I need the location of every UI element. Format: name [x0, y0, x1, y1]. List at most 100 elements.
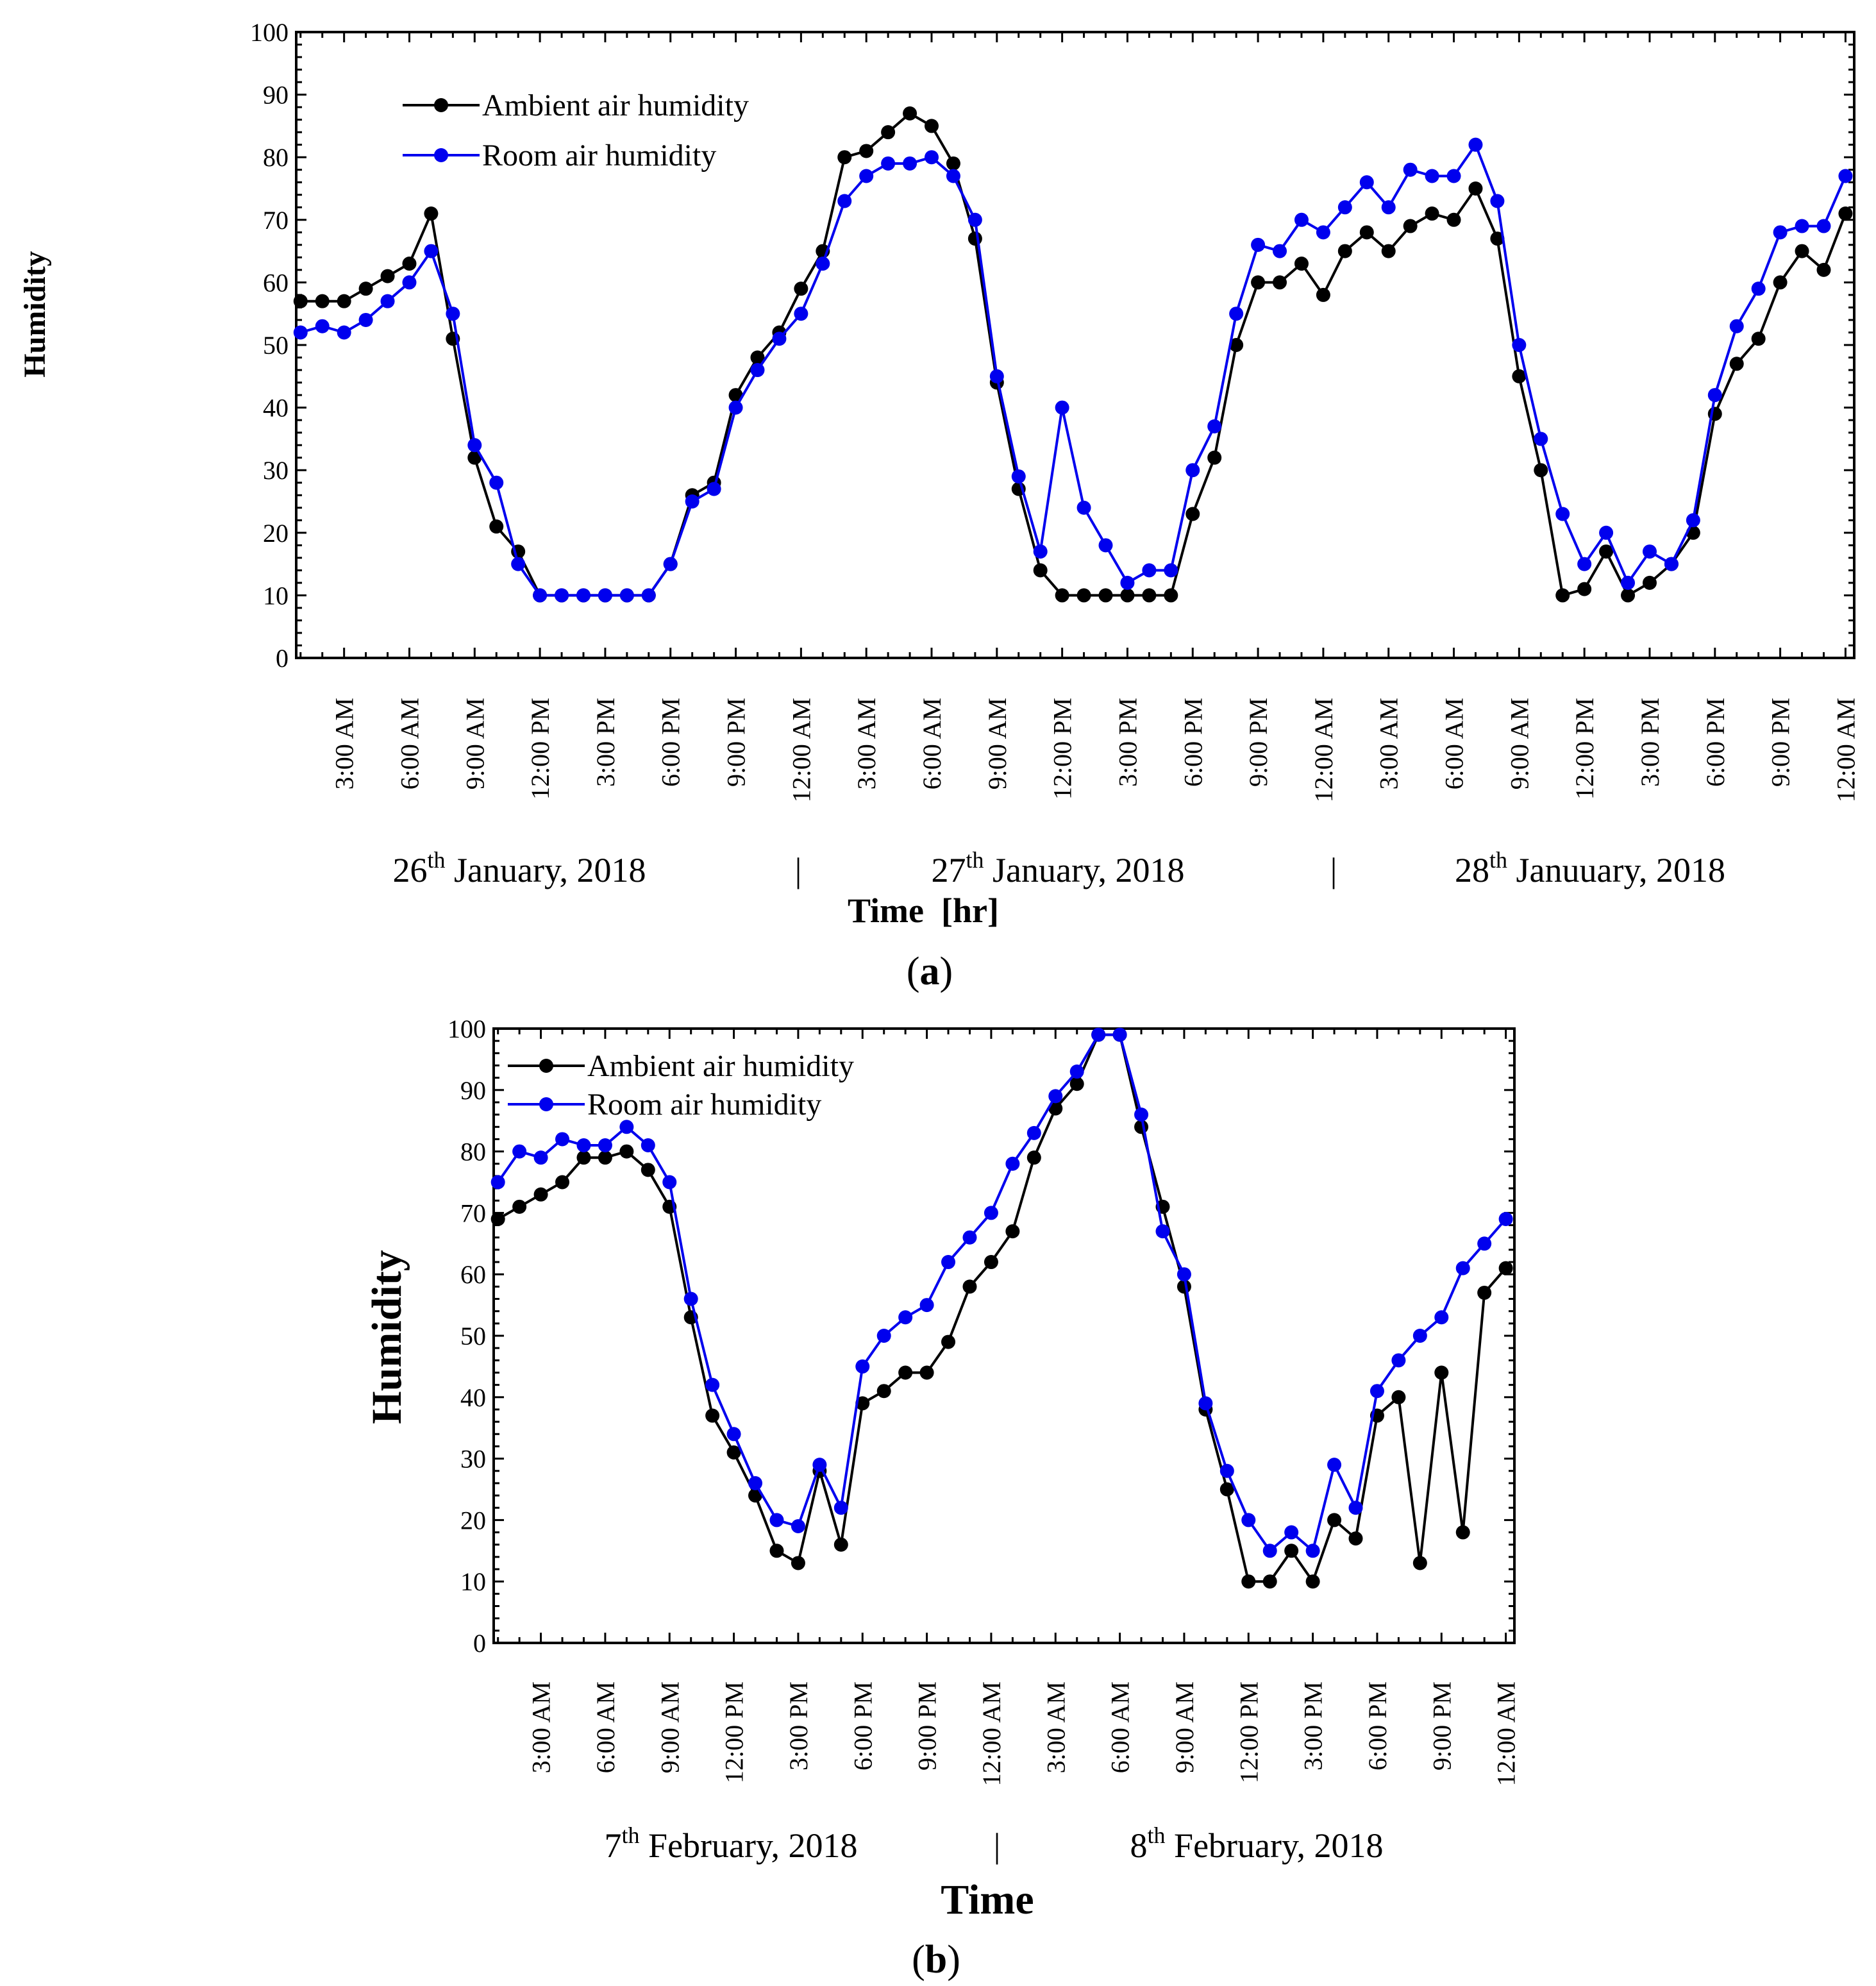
panel-a-room-point [1294, 212, 1309, 227]
panel-b-room-point [984, 1206, 998, 1220]
panel-b-ambient-point [1412, 1556, 1427, 1570]
panel-a-ambient-point [859, 144, 874, 158]
panel-a-ambient-point [1033, 563, 1048, 578]
panel-a-date-label: 26th January, 2018 [393, 847, 646, 889]
panel-b-room-point [1262, 1544, 1277, 1558]
panel-a-ambient-line [300, 112, 1847, 597]
panel-a-ytick-label: 100 [250, 18, 289, 47]
panel-a-label: (a) [907, 950, 953, 993]
panel-a-xtick-label: 12:00 AM [1309, 698, 1338, 802]
panel-b-ambient-point [1498, 1261, 1513, 1275]
panel-a-room-point [619, 588, 634, 603]
panel-b-ambient-point [576, 1150, 591, 1165]
panel-a-ambient-point [293, 294, 308, 308]
panel-a-room-point [816, 257, 830, 271]
panel-a-legend-ambient-label: Ambient air humidity [482, 88, 749, 122]
panel-b-ambient-point [898, 1365, 913, 1380]
panel-a-room-point [1164, 563, 1178, 578]
panel-a-room-point [1621, 575, 1636, 590]
panel-a-room-point [1664, 557, 1679, 571]
panel-a-ytick-label: 70 [263, 206, 289, 235]
panel-b-room-point [1284, 1525, 1299, 1540]
panel-b-ambient-point [1241, 1574, 1256, 1589]
panel-b-room-point [1327, 1458, 1342, 1472]
panel-b-ytick-label: 50 [460, 1322, 486, 1351]
panel-b-ambient-point [919, 1365, 934, 1380]
panel-a-room-point [1185, 463, 1200, 478]
panel-a-room-point [337, 325, 351, 340]
panel-a-xtick-label: 6:00 AM [395, 698, 424, 789]
panel-a-ambient-point [489, 519, 504, 534]
panel-b-room-point [1198, 1396, 1213, 1411]
panel-a-ambient-point [358, 282, 373, 296]
panel-a-ambient-point [1555, 588, 1570, 603]
panel-a-room-point [967, 212, 982, 227]
panel-a-room-point [1795, 219, 1809, 233]
panel-a-room-point [533, 588, 548, 603]
panel-a-ambient-point [424, 206, 439, 221]
panel-a-ambient-point [925, 119, 939, 133]
panel-b-room-point [662, 1175, 677, 1190]
panel-a-ytick-label: 90 [263, 81, 289, 110]
panel-b-ambient-point [1455, 1525, 1470, 1540]
panel-b-ytick-label: 40 [460, 1383, 486, 1412]
panel-b-xtick-label: 12:00 PM [1234, 1681, 1263, 1783]
panel-a-room-point [663, 557, 678, 571]
panel-a-room-point [1490, 194, 1505, 208]
panel-a-ambient-point [1751, 332, 1766, 346]
panel-b-room-point [791, 1519, 805, 1533]
panel-b-room-point [1305, 1544, 1320, 1558]
panel-b-room-point [833, 1501, 848, 1515]
panel-b-room-point [1455, 1261, 1470, 1275]
panel-a-room-point [685, 494, 699, 509]
panel-a-ambient-point [1164, 588, 1178, 603]
panel-a-room-point [1381, 200, 1396, 215]
panel-a-ytick-label: 30 [263, 456, 289, 485]
panel-b-ambient-point [1219, 1482, 1234, 1497]
panel-a-ambient-point [1120, 588, 1135, 603]
panel-a-ambient-point [1251, 275, 1266, 290]
panel-b-room-point [705, 1377, 720, 1392]
panel-b-room-point [769, 1513, 784, 1527]
panel-a-room-point [1207, 419, 1222, 433]
panel-a-ambient-point [1446, 212, 1461, 227]
panel-a-legend-room-label: Room air humidity [482, 139, 716, 173]
panel-b-xtick-label: 3:00 PM [784, 1681, 813, 1771]
panel-a-room-point [859, 169, 874, 183]
panel-a-ambient-point [1512, 369, 1527, 383]
panel-b-ambient-point [941, 1334, 956, 1349]
panel-b-ambient-point [533, 1187, 548, 1202]
panel-a-room-point [1751, 282, 1766, 296]
panel-a-room-line [300, 143, 1847, 597]
panel-b-ambient-point [619, 1144, 634, 1159]
panel-b-room-point [1498, 1211, 1513, 1226]
panel-b-ylabel: Humidity [364, 1250, 410, 1424]
panel-a-room-point [446, 307, 460, 321]
panel-b-room-point [898, 1310, 913, 1325]
panel-b-xtick-label: 6:00 AM [1106, 1681, 1135, 1773]
panel-a-ambient-point [1468, 181, 1483, 196]
panel-b-room-point [1391, 1353, 1406, 1368]
panel-a-room-point [1534, 432, 1548, 446]
panel-a-ytick-label: 40 [263, 394, 289, 423]
panel-a-room-point [293, 325, 308, 340]
panel-a-room-point [946, 169, 960, 183]
panel-b-room-point [619, 1120, 634, 1134]
panel-a-date-separator: | [795, 851, 802, 889]
panel-a-ambient-point [1729, 357, 1744, 371]
panel-b-ambient-point [1434, 1365, 1449, 1380]
panel-a-room-point [358, 312, 373, 327]
panel-b-xtick-label: 12:00 AM [977, 1681, 1006, 1786]
panel-b-ambient-point [705, 1408, 720, 1423]
panel-a-room-point [315, 319, 330, 333]
panel-a-room-point [1098, 538, 1113, 553]
panel-a-room-point [1076, 500, 1091, 515]
panel-b-ambient-point [1477, 1285, 1492, 1300]
panel-b-ambient-point [555, 1175, 570, 1190]
panel-a-ambient-point [967, 231, 982, 246]
panel-a-ambient-point [903, 106, 917, 121]
panel-a-room-point [1642, 544, 1657, 559]
panel-a-ambient-point [1425, 206, 1439, 221]
panel-b-ytick-label: 90 [460, 1076, 486, 1105]
panel-b-ambient-point [512, 1199, 527, 1214]
